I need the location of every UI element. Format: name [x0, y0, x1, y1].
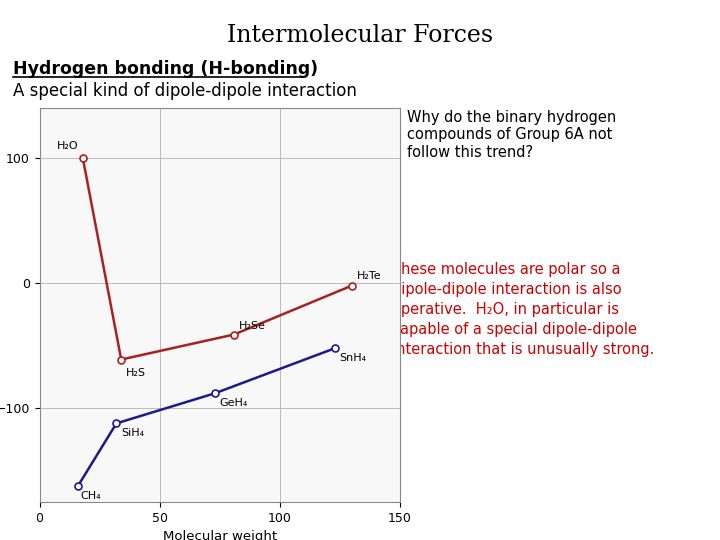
- Text: CH₄: CH₄: [81, 491, 101, 501]
- Text: Hydrogen bonding (H-bonding): Hydrogen bonding (H-bonding): [13, 60, 318, 78]
- Text: capable of a special dipole-dipole: capable of a special dipole-dipole: [392, 322, 637, 337]
- Text: H₂S: H₂S: [126, 368, 146, 379]
- Text: dipole-dipole interaction is also: dipole-dipole interaction is also: [392, 282, 621, 297]
- Text: Why do the binary hydrogen
compounds of Group 6A not
follow this trend?: Why do the binary hydrogen compounds of …: [407, 110, 616, 160]
- Text: SiH₄: SiH₄: [121, 428, 144, 438]
- Text: interaction that is unusually strong.: interaction that is unusually strong.: [392, 342, 654, 357]
- Text: These molecules are polar so a: These molecules are polar so a: [392, 262, 621, 277]
- Text: GeH₄: GeH₄: [220, 399, 248, 408]
- Text: •: •: [392, 110, 401, 125]
- Text: H₂O: H₂O: [56, 140, 78, 151]
- Text: Intermolecular Forces: Intermolecular Forces: [227, 24, 493, 47]
- Text: H₂Te: H₂Te: [356, 271, 381, 281]
- Text: H₂Se: H₂Se: [239, 321, 266, 331]
- Text: SnH₄: SnH₄: [340, 353, 366, 363]
- X-axis label: Molecular weight: Molecular weight: [163, 530, 276, 540]
- Text: A special kind of dipole-dipole interaction: A special kind of dipole-dipole interact…: [13, 82, 357, 100]
- Text: operative.  H₂O, in particular is: operative. H₂O, in particular is: [392, 302, 619, 317]
